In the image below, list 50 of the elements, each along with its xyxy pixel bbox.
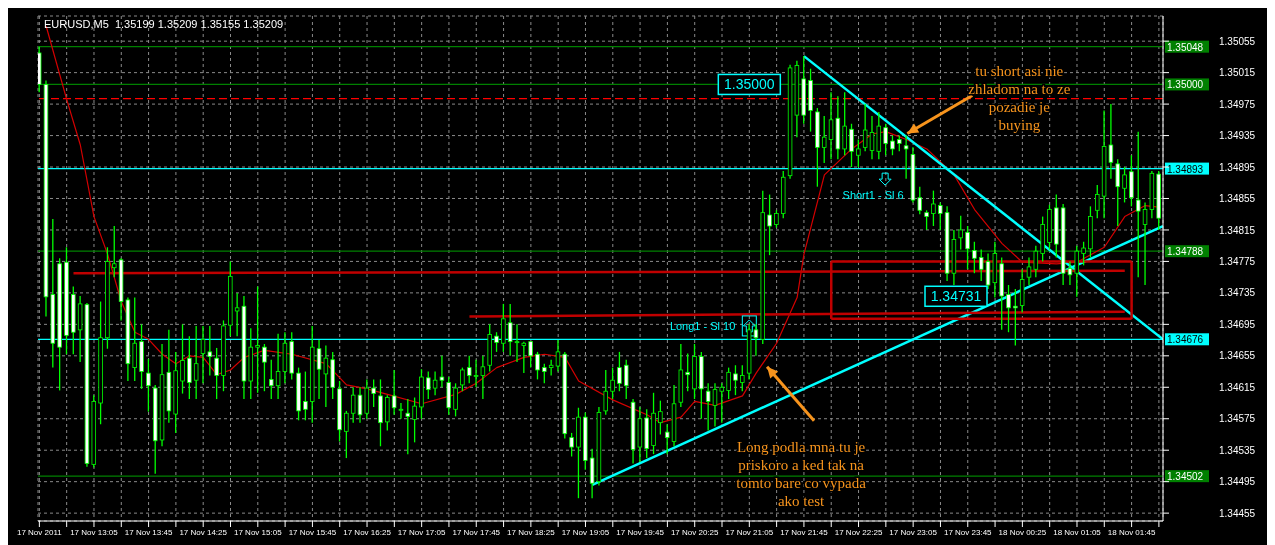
x-tick-label: 17 Nov 16:25 [343, 527, 392, 537]
x-tick-label: 18 Nov 01:45 [1107, 527, 1156, 537]
y-tick-label: 1.35055 [1219, 35, 1256, 47]
y-tick-label: 1.35015 [1219, 67, 1256, 79]
y-tick-label: 1.34815 [1219, 224, 1256, 236]
x-tick-label: 17 Nov 13:05 [70, 527, 119, 537]
ref-line-label: 1.34502 [1167, 471, 1204, 483]
x-tick-label: 17 Nov 21:45 [780, 527, 829, 537]
x-tick-label: 17 Nov 15:05 [234, 527, 283, 537]
y-tick-label: 1.34855 [1219, 193, 1256, 205]
x-tick-label: 17 Nov 18:25 [507, 527, 556, 537]
x-tick-label: 18 Nov 00:25 [998, 527, 1047, 537]
x-tick-label: 17 Nov 17:45 [452, 527, 501, 537]
x-tick-label: 17 Nov 13:45 [124, 527, 173, 537]
y-tick-label: 1.34695 [1219, 318, 1256, 330]
annotation: 1.34731 [930, 288, 982, 305]
chart-title: EURUSD,M5 1.35199 1.35209 1.35155 1.35209 [44, 18, 284, 30]
x-tick-label: 17 Nov 17:05 [397, 527, 446, 537]
y-tick-label: 1.34615 [1219, 381, 1256, 393]
x-tick-label: 17 Nov 2011 [16, 527, 63, 537]
x-tick-label: 18 Nov 01:05 [1053, 527, 1102, 537]
ref-line-label: 1.34676 [1167, 334, 1204, 346]
annotation: tu short asi nie zhladom na to ze pozadie je buying [968, 63, 1071, 134]
ref-line-label: 1.35048 [1167, 41, 1204, 53]
y-tick-label: 1.34495 [1219, 476, 1256, 488]
y-tick-label: 1.34975 [1219, 98, 1256, 110]
ref-line-label: 1.34788 [1167, 246, 1204, 258]
y-tick-label: 1.34935 [1219, 130, 1256, 142]
y-tick-label: 1.34655 [1219, 350, 1256, 362]
x-tick-label: 17 Nov 19:45 [616, 527, 665, 537]
annotation: Short1 - Sl 6 [842, 189, 904, 202]
x-tick-label: 17 Nov 14:25 [179, 527, 228, 537]
x-tick-label: 17 Nov 19:05 [561, 527, 610, 537]
y-tick-label: 1.34575 [1219, 413, 1256, 425]
x-tick-label: 17 Nov 21:05 [725, 527, 774, 537]
ref-line-label: 1.35000 [1167, 79, 1204, 91]
y-tick-label: 1.34455 [1219, 507, 1256, 519]
annotation: Long1 - Sl 10 [669, 319, 736, 332]
x-tick-label: 17 Nov 23:45 [943, 527, 993, 537]
x-tick-label: 17 Nov 22:25 [834, 527, 883, 537]
annotation: Long podla mna tu je priskoro a ked tak na tomto bare co vypada ako test [736, 438, 867, 509]
ref-line-label: 1.34893 [1167, 163, 1204, 175]
y-tick-label: 1.34535 [1219, 444, 1256, 456]
y-tick-label: 1.34775 [1219, 255, 1256, 267]
annotation: 1.35000 [724, 76, 775, 93]
x-tick-label: 17 Nov 20:25 [670, 527, 720, 537]
y-tick-label: 1.34895 [1219, 161, 1256, 173]
x-tick-label: 17 Nov 23:05 [889, 527, 938, 537]
x-tick-label: 17 Nov 15:45 [288, 527, 337, 537]
y-tick-label: 1.34735 [1219, 287, 1256, 299]
